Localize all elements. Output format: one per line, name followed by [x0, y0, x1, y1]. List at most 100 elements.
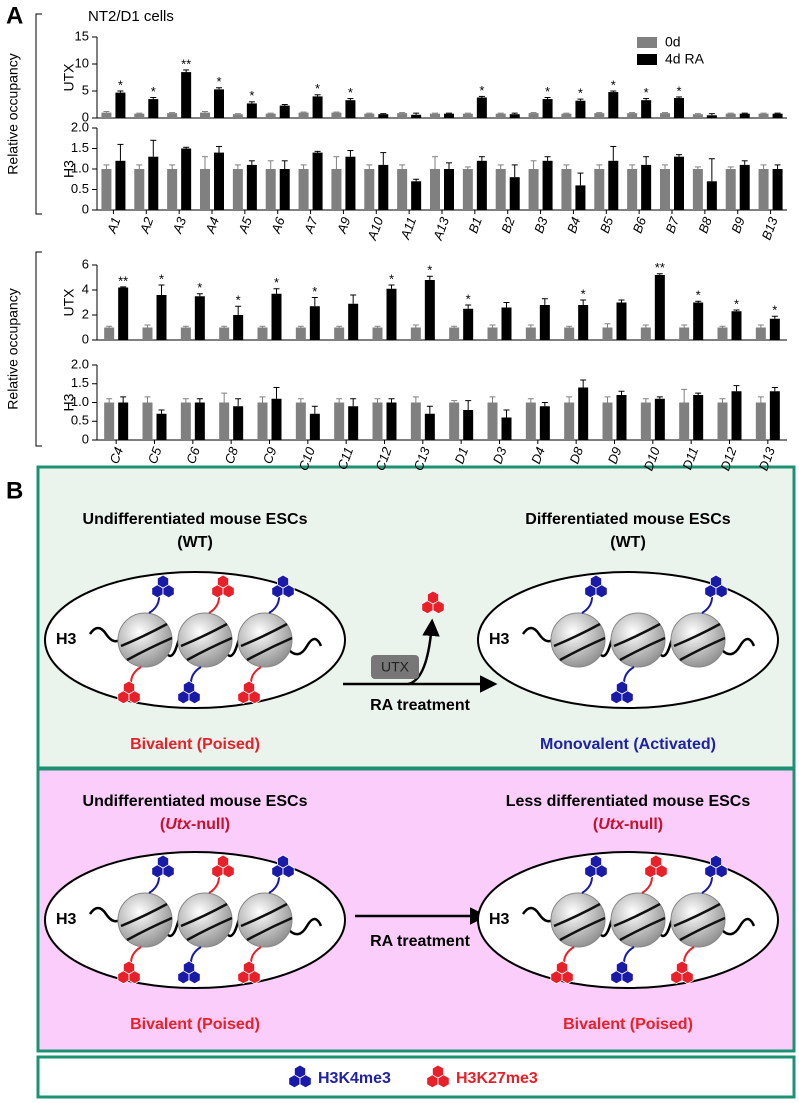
error-bar — [719, 325, 726, 328]
y-tick-label: 0.5 — [71, 181, 89, 196]
gene: Utx — [598, 816, 625, 833]
bar — [462, 113, 473, 118]
error-bar — [695, 300, 702, 303]
bar — [265, 113, 276, 118]
bar — [463, 410, 474, 440]
dna — [521, 906, 556, 923]
significance: * — [427, 263, 432, 278]
error-bar — [432, 156, 438, 169]
error-bar — [618, 390, 625, 395]
bar — [594, 169, 605, 210]
error-bar — [183, 69, 190, 73]
bar — [674, 156, 684, 210]
panel-subtitle: NT2/D1 cells — [88, 8, 174, 25]
y-tick-label: 0 — [82, 331, 89, 346]
significance: * — [772, 303, 777, 318]
error-bar — [182, 325, 189, 328]
error-bar — [336, 325, 343, 328]
histone-tail — [701, 596, 713, 614]
bar — [430, 113, 440, 118]
bar — [462, 169, 473, 210]
error-bar — [676, 96, 682, 99]
histone-tail — [623, 666, 635, 684]
significance: ** — [118, 273, 128, 288]
hexagon — [556, 960, 568, 975]
condition-title: Undifferentiated mouse ESCs — [83, 511, 308, 528]
bar — [706, 181, 717, 210]
legend-label: 0d — [665, 34, 681, 50]
error-bar — [150, 96, 157, 100]
nucleosome — [550, 892, 606, 948]
error-bar — [202, 111, 208, 113]
dna-wrap — [553, 902, 601, 928]
methyl-cluster — [288, 1064, 312, 1089]
hexagon — [293, 1064, 307, 1079]
bar — [295, 402, 306, 440]
state-label: Bivalent (Poised) — [130, 736, 260, 753]
error-bar — [333, 156, 340, 169]
bar — [654, 398, 665, 440]
bar — [725, 169, 736, 210]
bar — [693, 302, 704, 340]
bar — [495, 113, 506, 118]
histone-tail — [148, 876, 160, 894]
bar — [627, 169, 638, 210]
error-bar — [347, 150, 354, 157]
condition-title: Differentiated mouse ESCs — [525, 511, 730, 528]
methyl-cluster — [550, 960, 574, 985]
hexagon — [616, 680, 628, 695]
bar — [115, 92, 126, 118]
enzyme-label: UTX — [381, 659, 410, 675]
x-tick-label: C5 — [145, 444, 165, 465]
bar — [246, 164, 257, 210]
bar — [309, 413, 320, 440]
bar — [142, 402, 153, 440]
bar — [542, 160, 553, 210]
error-bar — [656, 273, 663, 275]
bar — [692, 114, 703, 118]
hexagon — [616, 960, 628, 975]
error-bar — [432, 112, 438, 114]
error-bar — [662, 112, 668, 114]
bar — [692, 169, 703, 210]
hexagon — [650, 854, 662, 869]
bar — [542, 99, 553, 118]
error-bar — [596, 164, 603, 169]
error-bar — [604, 396, 611, 403]
bar — [449, 402, 460, 440]
enzyme-box — [371, 655, 419, 679]
error-bar — [374, 398, 381, 403]
bar — [378, 164, 389, 210]
dna — [721, 917, 756, 936]
legend-box — [36, 1055, 796, 1099]
bar — [378, 114, 389, 118]
error-bar — [727, 112, 734, 114]
error-bar — [273, 288, 280, 294]
bar — [348, 303, 359, 340]
dna-wrap — [673, 902, 721, 928]
error-bar — [771, 315, 778, 319]
error-bar — [311, 405, 318, 414]
significance: * — [611, 77, 616, 92]
error-bar — [120, 286, 127, 288]
bar — [660, 113, 670, 118]
arrow-label: RA treatment — [370, 933, 471, 950]
error-bar — [604, 323, 611, 328]
bar — [525, 327, 536, 340]
bar — [602, 402, 613, 440]
error-bar — [235, 398, 242, 407]
x-tick-label: C4 — [106, 445, 126, 466]
error-bar — [267, 160, 274, 169]
hexagon — [710, 854, 722, 869]
bar — [616, 302, 627, 340]
error-bar — [235, 305, 242, 315]
error-bar — [413, 178, 420, 182]
y-tick-label: 2 — [82, 306, 89, 321]
methyl-cluster — [237, 680, 261, 705]
histone-tail — [581, 596, 593, 614]
error-bar — [541, 298, 548, 305]
error-bar — [300, 164, 307, 169]
bar — [717, 402, 728, 440]
x-tick-label: A13 — [430, 214, 453, 243]
error-bar — [150, 139, 157, 157]
